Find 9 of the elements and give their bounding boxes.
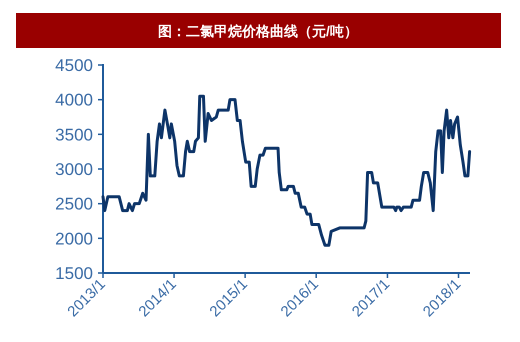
y-tick-label: 4500	[55, 56, 93, 75]
y-tick-label: 1500	[55, 264, 93, 283]
y-tick-label: 3000	[55, 160, 93, 179]
y-tick-label: 3500	[55, 125, 93, 144]
chart-title: 图：二氯甲烷价格曲线（元/吨）	[158, 23, 358, 39]
y-tick-label: 2000	[55, 229, 93, 248]
y-tick-label: 2500	[55, 194, 93, 214]
y-tick-label: 4000	[55, 90, 93, 110]
line-series	[102, 94, 472, 247]
